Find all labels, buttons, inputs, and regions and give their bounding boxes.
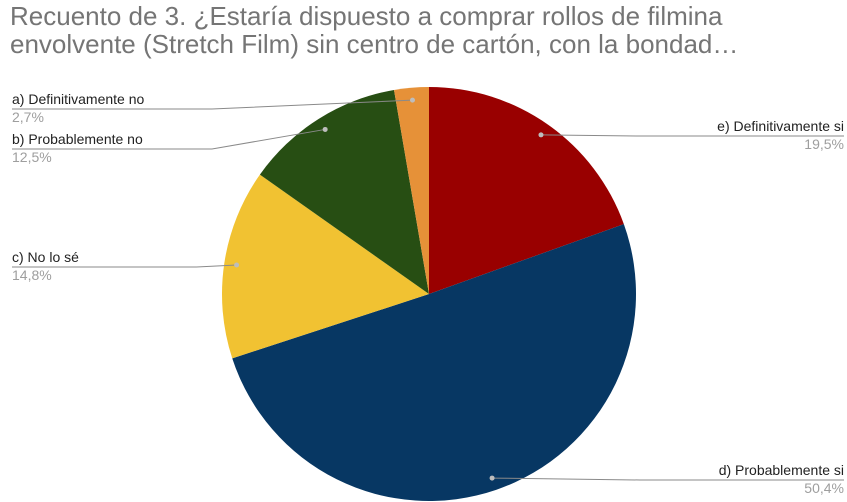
slice-label-b-probablemente-no: b) Probablemente no	[12, 131, 143, 147]
pie-slice-b-probablemente-no[interactable]	[259, 89, 429, 294]
leader-dot-e-definitivamente-si	[538, 132, 544, 138]
leader-dot-d-probablemente-si	[489, 475, 495, 481]
chart-title-line-1: Recuento de 3. ¿Estaría dispuesto a comp…	[10, 1, 723, 31]
leader-line-d-probablemente-si	[492, 477, 844, 481]
chart-title-line-2: envolvente (Stretch Film) sin centro de …	[10, 29, 739, 59]
leader-line-c-no-lo-se	[12, 264, 237, 268]
leader-dot-c-no-lo-se	[234, 262, 240, 268]
slice-percent-c-no-lo-se: 14,8%	[12, 267, 52, 283]
leader-dot-b-probablemente-no	[322, 126, 328, 132]
slice-percent-a-definitivamente-no: 2,7%	[12, 109, 44, 125]
pie-slice-e-definitivamente-si[interactable]	[429, 87, 624, 294]
slice-percent-e-definitivamente-si: 19,5%	[804, 136, 844, 152]
slice-label-c-no-lo-se: c) No lo sé	[12, 249, 79, 265]
slice-percent-d-probablemente-si: 50,4%	[804, 480, 844, 496]
chart-title: Recuento de 3. ¿Estaría dispuesto a comp…	[10, 2, 840, 58]
pie-slice-c-no-lo-se[interactable]	[221, 174, 429, 359]
leader-line-b-probablemente-no	[12, 128, 326, 150]
slice-label-a-definitivamente-no: a) Definitivamente no	[12, 91, 145, 107]
pie-slice-a-definitivamente-no[interactable]	[394, 87, 429, 294]
pie-slices	[221, 87, 637, 502]
pie-slice-d-probablemente-si[interactable]	[232, 224, 637, 502]
leader-dot-a-definitivamente-no	[409, 97, 415, 103]
slice-label-d-probablemente-si: d) Probablemente si	[719, 462, 844, 478]
slice-percent-b-probablemente-no: 12,5%	[12, 149, 52, 165]
leader-line-e-definitivamente-si	[540, 134, 844, 137]
leader-line-a-definitivamente-no	[12, 99, 413, 110]
slice-label-e-definitivamente-si: e) Definitivamente si	[717, 118, 844, 134]
pie-labels: e) Definitivamente si 19,5% d) Probablemen…	[12, 91, 844, 496]
